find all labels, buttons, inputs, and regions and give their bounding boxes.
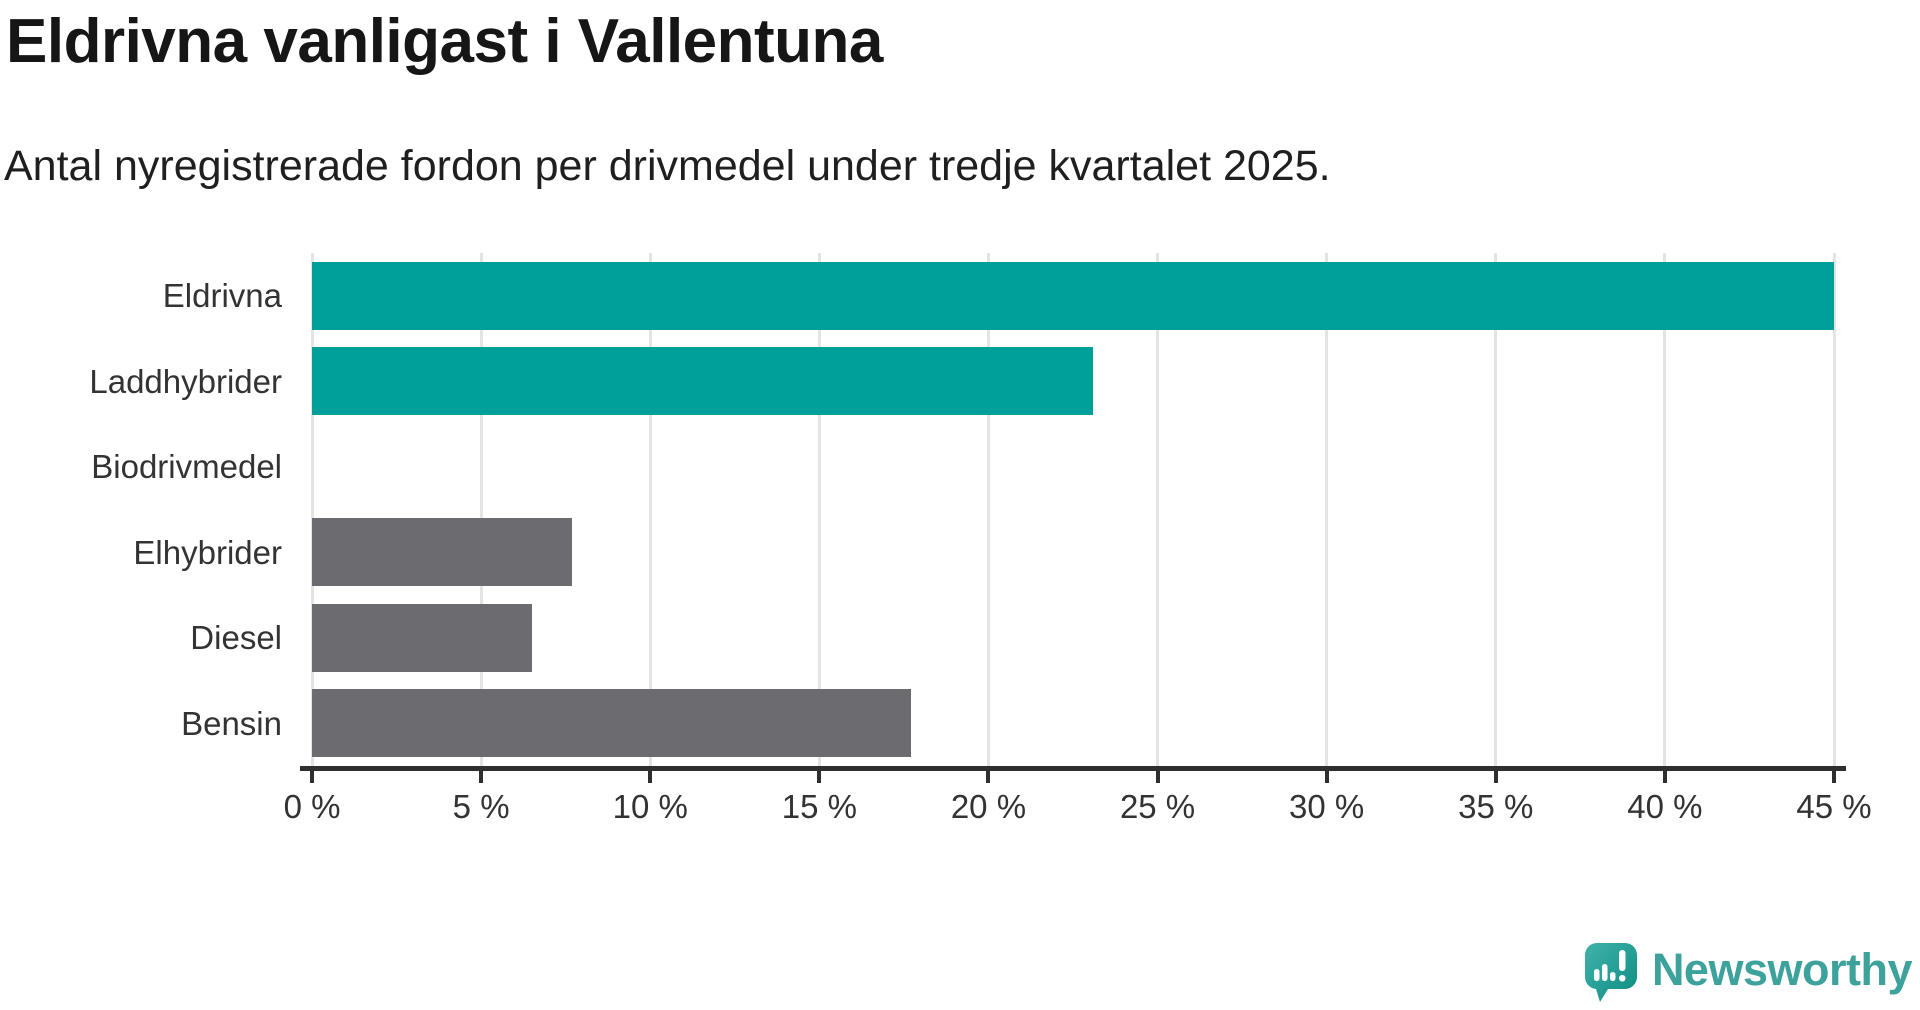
gridline (1832, 253, 1836, 766)
x-axis-tick (817, 771, 822, 783)
x-axis-tick-label: 25 % (1119, 788, 1196, 825)
gridline (1325, 253, 1329, 766)
x-axis-tick (1155, 771, 1160, 783)
gridline (817, 253, 821, 766)
gridline (479, 253, 483, 766)
x-axis-line (300, 766, 1846, 771)
x-axis-tick (310, 771, 314, 783)
bar-elhybrider (312, 518, 573, 587)
gridline (310, 253, 314, 766)
chart-title: Eldrivna vanligast i Vallentuna (6, 7, 883, 76)
x-axis-tick-label: 5 % (452, 788, 510, 825)
x-axis-tick (1832, 771, 1836, 783)
category-label: Elhybrider (133, 533, 282, 571)
chart-subtitle: Antal nyregistrerade fordon per drivmede… (4, 142, 1331, 190)
category-label: Bensin (181, 704, 282, 742)
category-label: Biodrivmedel (91, 448, 282, 485)
x-axis-tick-label: 40 % (1627, 788, 1703, 825)
category-label: Eldrivna (162, 277, 282, 314)
plot-area (310, 253, 1836, 766)
gridline (1663, 253, 1667, 766)
x-axis-tick (648, 771, 653, 783)
x-axis-tick (1662, 771, 1667, 783)
gridline (1156, 253, 1160, 766)
newsworthy-bubble-icon (1584, 943, 1637, 1002)
x-axis-tick-label: 0 % (283, 788, 341, 825)
x-axis-tick-label: 35 % (1458, 788, 1534, 825)
x-axis-tick (1324, 771, 1329, 783)
x-axis-tick (1493, 771, 1498, 783)
x-axis-tick (479, 771, 484, 783)
category-label: Diesel (190, 619, 282, 656)
x-axis-tick-label: 45 % (1796, 788, 1872, 825)
x-axis-tick-label: 30 % (1289, 788, 1365, 825)
x-axis-tick (986, 771, 991, 783)
bar-bensin (312, 689, 911, 758)
x-axis-tick-label: 15 % (781, 788, 857, 825)
bar-laddhybrider (312, 347, 1094, 416)
newsworthy-logo: Newsworthy (1584, 942, 1913, 1004)
x-axis-tick-label: 10 % (612, 788, 688, 825)
gridline (986, 253, 990, 766)
gridline (1494, 253, 1498, 766)
newsworthy-logo-text: Newsworthy (1651, 943, 1913, 995)
gridline (648, 253, 652, 766)
x-axis-tick-label: 20 % (950, 788, 1027, 825)
bar-diesel (312, 603, 532, 672)
category-label: Laddhybrider (89, 362, 282, 400)
bar-eldrivna (312, 261, 1834, 330)
